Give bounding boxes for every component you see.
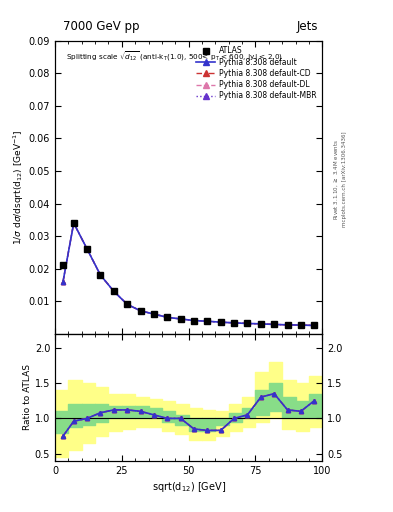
Text: Jets: Jets (297, 20, 318, 33)
Y-axis label: 1/$\sigma$ d$\sigma$/dsqrt(d$_{12}$) [GeV$^{-1}$]: 1/$\sigma$ d$\sigma$/dsqrt(d$_{12}$) [Ge… (11, 130, 26, 245)
Text: Splitting scale $\sqrt{d_{12}}$ (anti-k$_\mathrm{T}$(1.0), 500< p$_\mathrm{T}$ <: Splitting scale $\sqrt{d_{12}}$ (anti-k$… (66, 50, 283, 64)
Text: mcplots.cern.ch [arXiv:1306.3436]: mcplots.cern.ch [arXiv:1306.3436] (342, 132, 347, 227)
Y-axis label: Ratio to ATLAS: Ratio to ATLAS (23, 364, 32, 430)
X-axis label: sqrt(d$_{12}$) [GeV]: sqrt(d$_{12}$) [GeV] (152, 480, 226, 494)
Legend: ATLAS, Pythia 8.308 default, Pythia 8.308 default-CD, Pythia 8.308 default-DL, P: ATLAS, Pythia 8.308 default, Pythia 8.30… (193, 43, 320, 103)
Text: Rivet 3.1.10, $\geq$ 3.4M events: Rivet 3.1.10, $\geq$ 3.4M events (332, 139, 340, 220)
Text: 7000 GeV pp: 7000 GeV pp (63, 20, 140, 33)
